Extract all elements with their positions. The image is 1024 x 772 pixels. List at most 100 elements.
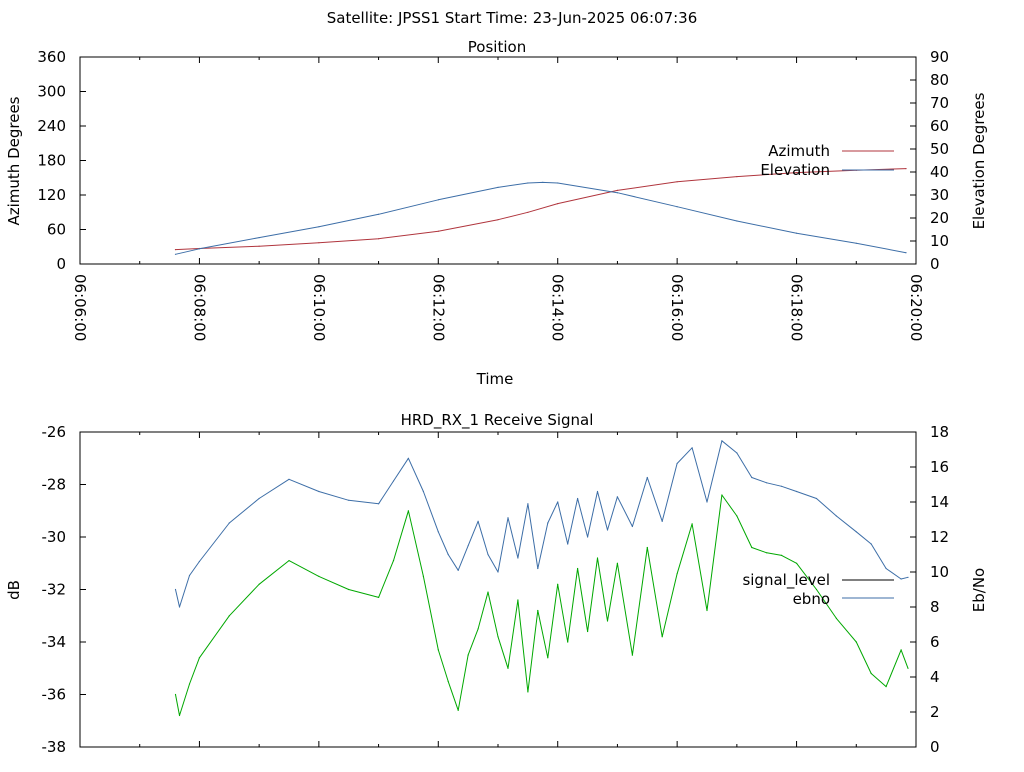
- y2-tick-label: 18: [930, 423, 949, 441]
- data-point: [905, 252, 907, 254]
- data-point: [487, 591, 489, 593]
- x-tick-label: 06:06:00: [71, 274, 89, 341]
- data-point: [174, 253, 177, 255]
- y2-tick-label: 10: [930, 563, 949, 581]
- data-point: [422, 490, 424, 493]
- series-line-azimuth: [175, 168, 907, 251]
- data-point: [885, 686, 887, 688]
- data-point: [855, 242, 857, 244]
- data-point: [676, 181, 678, 183]
- data-point: [407, 457, 409, 459]
- data-point: [378, 503, 380, 505]
- data-point: [766, 552, 768, 554]
- data-point: [318, 490, 320, 493]
- position-x-axis-label: Time: [476, 370, 514, 388]
- data-point: [616, 562, 619, 564]
- data-point: [577, 567, 579, 570]
- data-point: [796, 232, 798, 234]
- data-point: [691, 447, 693, 449]
- data-point: [457, 709, 459, 711]
- data-point: [796, 490, 798, 493]
- data-point: [646, 476, 648, 479]
- data-point: [228, 522, 230, 524]
- data-point: [587, 630, 589, 633]
- y2-tick-label: 0: [930, 255, 940, 273]
- data-point: [527, 182, 529, 184]
- data-point: [885, 567, 887, 570]
- data-point: [507, 517, 509, 519]
- data-point: [751, 476, 753, 479]
- y2-tick-label: 2: [930, 703, 940, 721]
- data-point: [616, 192, 619, 194]
- y-tick-label: -26: [42, 423, 67, 441]
- legend-label-elevation: Elevation: [760, 161, 830, 179]
- data-point: [517, 557, 519, 559]
- x-tick-label: 06:12:00: [429, 274, 447, 341]
- y2-tick-label: 8: [930, 598, 940, 616]
- data-point: [348, 588, 350, 591]
- data-point: [378, 596, 380, 599]
- y-tick-label: -34: [42, 633, 67, 651]
- y-tick-label: -30: [42, 528, 67, 546]
- data-point: [467, 654, 469, 656]
- data-point: [527, 691, 529, 693]
- data-point: [567, 543, 569, 545]
- y2-tick-label: 0: [930, 738, 940, 756]
- data-point: [174, 249, 177, 251]
- data-point: [676, 206, 678, 208]
- x-tick-label: 06:18:00: [788, 274, 806, 341]
- y2-tick-label: 40: [930, 163, 949, 181]
- y2-tick-label: 6: [930, 633, 940, 651]
- data-point: [288, 478, 290, 480]
- data-point: [796, 172, 798, 174]
- data-point: [178, 606, 181, 608]
- data-point: [437, 199, 439, 201]
- data-point: [258, 245, 260, 247]
- data-point: [691, 523, 693, 525]
- data-point: [258, 237, 260, 239]
- y-tick-label: 60: [47, 221, 66, 239]
- x-tick-label: 06:16:00: [668, 274, 686, 341]
- data-point: [721, 440, 723, 442]
- x-tick-label: 06:10:00: [310, 274, 328, 341]
- y2-tick-label: 50: [930, 140, 949, 158]
- position-axis-ticks: 0 60 120 180 240 300 360 0 10 20 30 40 50 60 70 80 90 06:…: [37, 48, 949, 341]
- y2-tick-label: 60: [930, 117, 949, 135]
- data-point: [178, 714, 181, 717]
- y2-tick-label: 16: [930, 458, 949, 476]
- figure-title: Satellite: JPSS1 Start Time: 23-Jun-2025…: [327, 9, 698, 27]
- data-point: [905, 168, 907, 170]
- data-point: [228, 615, 230, 617]
- data-point: [631, 525, 634, 528]
- x-tick-label: 06:14:00: [549, 274, 567, 341]
- data-point: [557, 182, 559, 184]
- y2-tick-label: 90: [930, 48, 949, 66]
- data-point: [815, 588, 818, 591]
- data-point: [392, 560, 395, 562]
- data-point: [497, 636, 499, 638]
- data-point: [870, 543, 872, 545]
- data-point: [547, 522, 549, 524]
- data-point: [348, 499, 350, 501]
- legend-label-azimuth: Azimuth: [768, 142, 830, 160]
- legend-label-ebno: ebno: [793, 590, 830, 608]
- data-point: [477, 520, 479, 522]
- data-point: [457, 569, 459, 571]
- data-point: [646, 546, 648, 549]
- y-tick-label: 360: [37, 48, 66, 66]
- data-point: [527, 211, 529, 213]
- position-legend: Azimuth Elevation: [760, 142, 894, 179]
- data-point: [855, 641, 857, 643]
- y2-tick-label: 10: [930, 232, 949, 250]
- y2-tick-label: 80: [930, 71, 949, 89]
- data-point: [577, 497, 579, 500]
- position-chart-title: Position: [468, 38, 526, 56]
- data-point: [198, 560, 200, 563]
- y-tick-label: 300: [37, 83, 66, 101]
- data-point: [174, 588, 177, 591]
- data-point: [557, 203, 559, 205]
- data-point: [318, 226, 320, 228]
- receive-signal-y2-axis-label: Eb/No: [970, 568, 988, 612]
- data-point: [900, 649, 902, 651]
- data-point: [188, 574, 191, 577]
